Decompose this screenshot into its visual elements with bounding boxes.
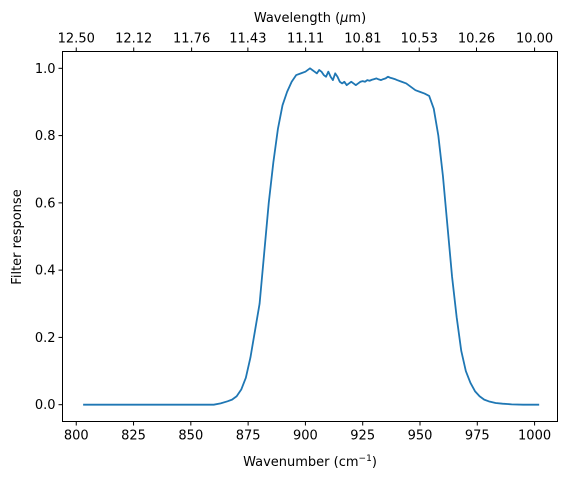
plot-frame — [62, 51, 558, 422]
top-x-tick-label: 10.81 — [344, 32, 381, 47]
x-tick-label: 900 — [293, 429, 318, 444]
x-tick-label: 950 — [408, 429, 433, 444]
x-tick-label: 925 — [350, 429, 375, 444]
x-tick-label: 850 — [178, 429, 203, 444]
top-x-tick-label: 10.00 — [516, 32, 553, 47]
top-x-tick-label: 11.43 — [229, 32, 266, 47]
top-x-tick-label: 10.26 — [458, 32, 495, 47]
x-tick-label: 1000 — [518, 429, 551, 444]
x-tick-label: 875 — [236, 429, 261, 444]
top-x-axis-title: Wavelength (μm) — [254, 11, 366, 26]
x-tick-label: 800 — [64, 429, 89, 444]
x-axis-title: Wavenumber (cm−1) — [243, 454, 377, 470]
bottom-x-axis: 800 825 850 875 900 925 950 975 1000 — [64, 421, 551, 444]
top-x-tick-label: 11.76 — [173, 32, 210, 47]
y-tick-label: 0.0 — [35, 398, 56, 413]
series-line — [83, 67, 540, 406]
top-x-axis: 12.50 12.12 11.76 11.43 11.11 10.81 10.53 10.26… — [58, 32, 553, 52]
top-x-tick-label: 11.11 — [287, 32, 324, 47]
y-axis: 0.0 0.2 0.4 0.6 0.8 1.0 — [35, 62, 63, 413]
y-tick-label: 0.4 — [35, 264, 56, 279]
x-tick-label: 825 — [121, 429, 146, 444]
y-tick-label: 0.8 — [35, 129, 56, 144]
y-tick-label: 0.6 — [35, 196, 56, 211]
top-x-tick-label: 12.12 — [115, 32, 152, 47]
top-x-tick-label: 12.50 — [58, 32, 95, 47]
y-tick-label: 0.2 — [35, 331, 56, 346]
y-axis-title: Filter response — [10, 189, 25, 284]
y-tick-label: 1.0 — [35, 62, 56, 77]
top-x-tick-label: 10.53 — [401, 32, 438, 47]
x-tick-label: 975 — [465, 429, 490, 444]
